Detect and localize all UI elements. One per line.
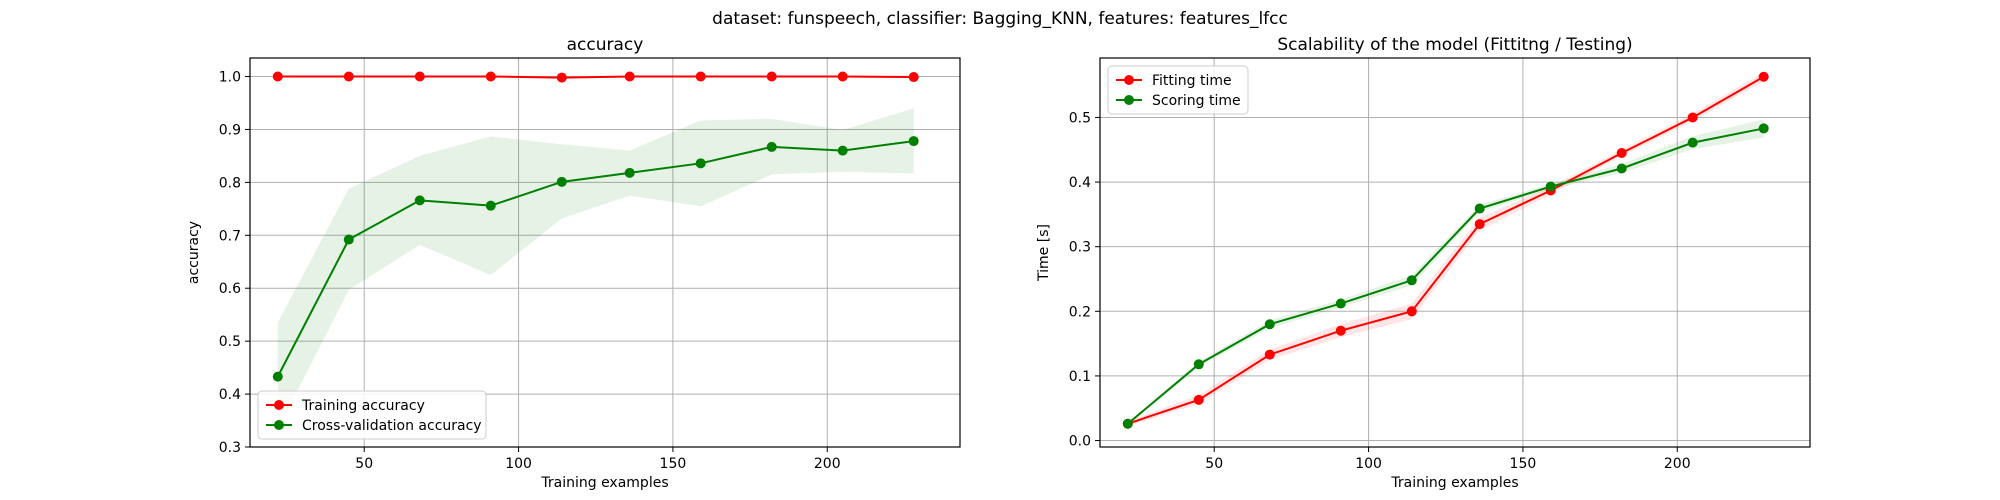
panel1-point-scoring-time-0 (1122, 418, 1133, 429)
panel0-ytick-label-7: 1.0 (219, 70, 241, 86)
panel1-point-scoring-time-2 (1264, 319, 1275, 330)
panel0-axes-frame (249, 57, 961, 448)
panel0-point-training-accuracy-4 (556, 72, 567, 83)
panel1-point-fitting-time-7 (1616, 147, 1627, 158)
panel1-legend-box (1107, 65, 1249, 115)
panel0-legend-label-cross-validation-accuracy: Cross-validation accuracy (302, 418, 482, 434)
panel0-ytick-label-2: 0.5 (219, 334, 241, 350)
panel1-xtick-label-3: 200 (1664, 456, 1691, 472)
panel0-xtick-label-0: 50 (355, 456, 373, 472)
panel0-point-cross-validation-accuracy-3 (485, 200, 496, 211)
panel0-xlabel: Training examples (540, 475, 668, 491)
panel0-point-training-accuracy-1 (343, 71, 354, 82)
panel0-point-training-accuracy-3 (485, 71, 496, 82)
panel1-ytick-label-4: 0.4 (1069, 175, 1091, 191)
panel1-xtick-label-2: 150 (1510, 456, 1537, 472)
panel1-point-fitting-time-3 (1335, 325, 1346, 336)
panel1-xtick-label-0: 50 (1205, 456, 1223, 472)
figure-suptitle: dataset: funspeech, classifier: Bagging_… (712, 9, 1288, 29)
panel1-point-fitting-time-2 (1264, 349, 1275, 360)
panel1-band-fitting-time (1127, 72, 1764, 427)
panel0-line-cross-validation-accuracy (276, 140, 914, 378)
panel1-ytick-label-5: 0.5 (1069, 110, 1091, 126)
panel1-point-fitting-time-5 (1474, 219, 1485, 230)
panel1-point-scoring-time-9 (1758, 123, 1769, 134)
panel0-point-cross-validation-accuracy-5 (624, 167, 635, 178)
panel0-point-cross-validation-accuracy-4 (556, 176, 567, 187)
panel1-legend-label-fitting-time: Fitting time (1152, 73, 1232, 89)
panel0-ytick-label-1: 0.4 (219, 387, 241, 403)
panel1-line-scoring-time (1127, 127, 1764, 425)
panel0-point-cross-validation-accuracy-7 (766, 141, 777, 152)
panel1-xlabel: Training examples (1390, 475, 1518, 491)
panel1-line-fitting-time (1127, 75, 1765, 425)
panel0-point-cross-validation-accuracy-6 (695, 158, 706, 169)
panel1-legend-marker-scoring-time (1124, 95, 1134, 105)
panel0-ytick-label-0: 0.3 (219, 440, 241, 456)
panel0-legend-label-training-accuracy: Training accuracy (301, 398, 425, 414)
panel1-point-scoring-time-4 (1406, 275, 1417, 286)
panel1-point-scoring-time-5 (1474, 203, 1485, 214)
panel1-ylabel: Time [s] (1036, 224, 1052, 282)
panel0-ylabel: accuracy (186, 221, 202, 284)
panel1-xtick-label-1: 100 (1355, 456, 1382, 472)
panel0-point-training-accuracy-6 (695, 71, 706, 82)
panel1-point-scoring-time-7 (1616, 163, 1627, 174)
panel0-ytick-label-4: 0.7 (219, 228, 241, 244)
panel0-ytick-label-3: 0.6 (219, 281, 241, 297)
panel1-title: Scalability of the model (Fittitng / Tes… (1277, 35, 1632, 55)
panel1-point-fitting-time-1 (1193, 394, 1204, 405)
panel1-legend-marker-fitting-time (1124, 75, 1134, 85)
panel1-ytick-label-2: 0.2 (1069, 304, 1091, 320)
panel0-point-training-accuracy-2 (414, 71, 425, 82)
panel0-point-training-accuracy-5 (624, 71, 635, 82)
panel0-line-training-accuracy (277, 75, 914, 79)
panel1-axes-frame (1099, 57, 1811, 448)
panel0-point-cross-validation-accuracy-9 (908, 136, 919, 147)
panel0-point-training-accuracy-7 (766, 71, 777, 82)
panel0-ytick-label-5: 0.8 (219, 175, 241, 191)
panel0-legend-box (257, 390, 487, 440)
accuracy-panel: 50 100 150 200 0.3 0.4 0.5 0.6 0.7 0.8 0.9 1.0 accur… (186, 35, 961, 491)
scalability-panel: 50 100 150 200 0.0 0.1 0.2 0.3 0.4 0.5 Scalability… (1036, 35, 1811, 491)
panel1-ytick-label-1: 0.1 (1069, 369, 1091, 385)
panel0-xtick-label-2: 150 (660, 456, 687, 472)
panel0-point-cross-validation-accuracy-1 (343, 234, 354, 245)
panel0-point-training-accuracy-9 (908, 72, 919, 83)
panel0-band-cross-validation-accuracy (277, 108, 914, 430)
panel1-legend-label-scoring-time: Scoring time (1152, 93, 1241, 109)
panel1-point-scoring-time-1 (1193, 359, 1204, 370)
panel1-ytick-label-3: 0.3 (1069, 240, 1091, 256)
panel1-point-scoring-time-6 (1545, 181, 1556, 192)
panel0-point-cross-validation-accuracy-0 (272, 371, 283, 382)
panel1-point-scoring-time-8 (1687, 137, 1698, 148)
panel1-point-fitting-time-9 (1758, 71, 1769, 82)
panel0-title: accuracy (567, 35, 644, 55)
panel0-point-training-accuracy-0 (272, 71, 283, 82)
panel0-xtick-label-1: 100 (505, 456, 532, 472)
panel1-ytick-label-0: 0.0 (1069, 434, 1091, 450)
panel1-point-fitting-time-4 (1406, 306, 1417, 317)
panel0-point-training-accuracy-8 (837, 71, 848, 82)
panel0-point-cross-validation-accuracy-2 (414, 195, 425, 206)
panel0-ytick-label-6: 0.9 (219, 122, 241, 138)
panel1-point-scoring-time-3 (1335, 298, 1346, 309)
panel0-xtick-label-3: 200 (814, 456, 841, 472)
panel1-point-fitting-time-8 (1687, 112, 1698, 123)
panel0-legend-marker-cross-validation-accuracy (274, 420, 284, 430)
panel0-point-cross-validation-accuracy-8 (837, 145, 848, 156)
panel0-legend-marker-training-accuracy (274, 400, 284, 410)
